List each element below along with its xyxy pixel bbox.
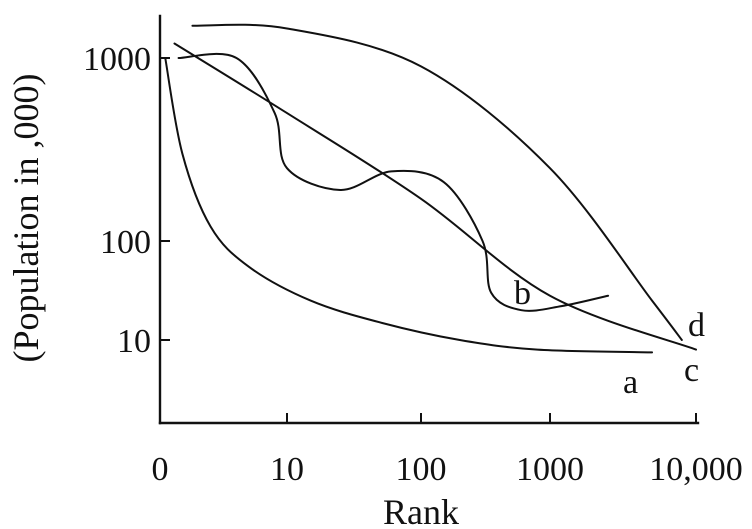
series-d-label: d — [688, 307, 705, 344]
x-tick-label-0: 0 — [152, 451, 169, 488]
y-tick-label-1: 100 — [100, 224, 151, 261]
series-b-line — [177, 52, 610, 312]
series-c-line — [173, 42, 697, 351]
series-b-label: b — [514, 275, 531, 312]
axes — [158, 14, 700, 425]
y-tick-label-2: 1000 — [83, 41, 151, 78]
series-c-label: c — [684, 352, 699, 389]
curves — [164, 23, 697, 354]
x-axis-label: Rank — [383, 492, 459, 529]
x-tick-label-3: 1000 — [516, 451, 584, 488]
x-tick-label-4: 10,000 — [649, 451, 743, 488]
x-tick-label-1: 10 — [270, 451, 304, 488]
x-tick-label-2: 100 — [396, 451, 447, 488]
series-a-label: a — [623, 364, 638, 401]
series-d-line — [191, 23, 683, 341]
y-axis-label: (Population in ,000) — [6, 74, 46, 363]
labels: 0 10 100 1000 10,000 10 100 1000 a b cd Rank (Popula… — [6, 41, 743, 529]
series-a-line — [164, 57, 654, 354]
y-tick-label-0: 10 — [117, 323, 151, 360]
